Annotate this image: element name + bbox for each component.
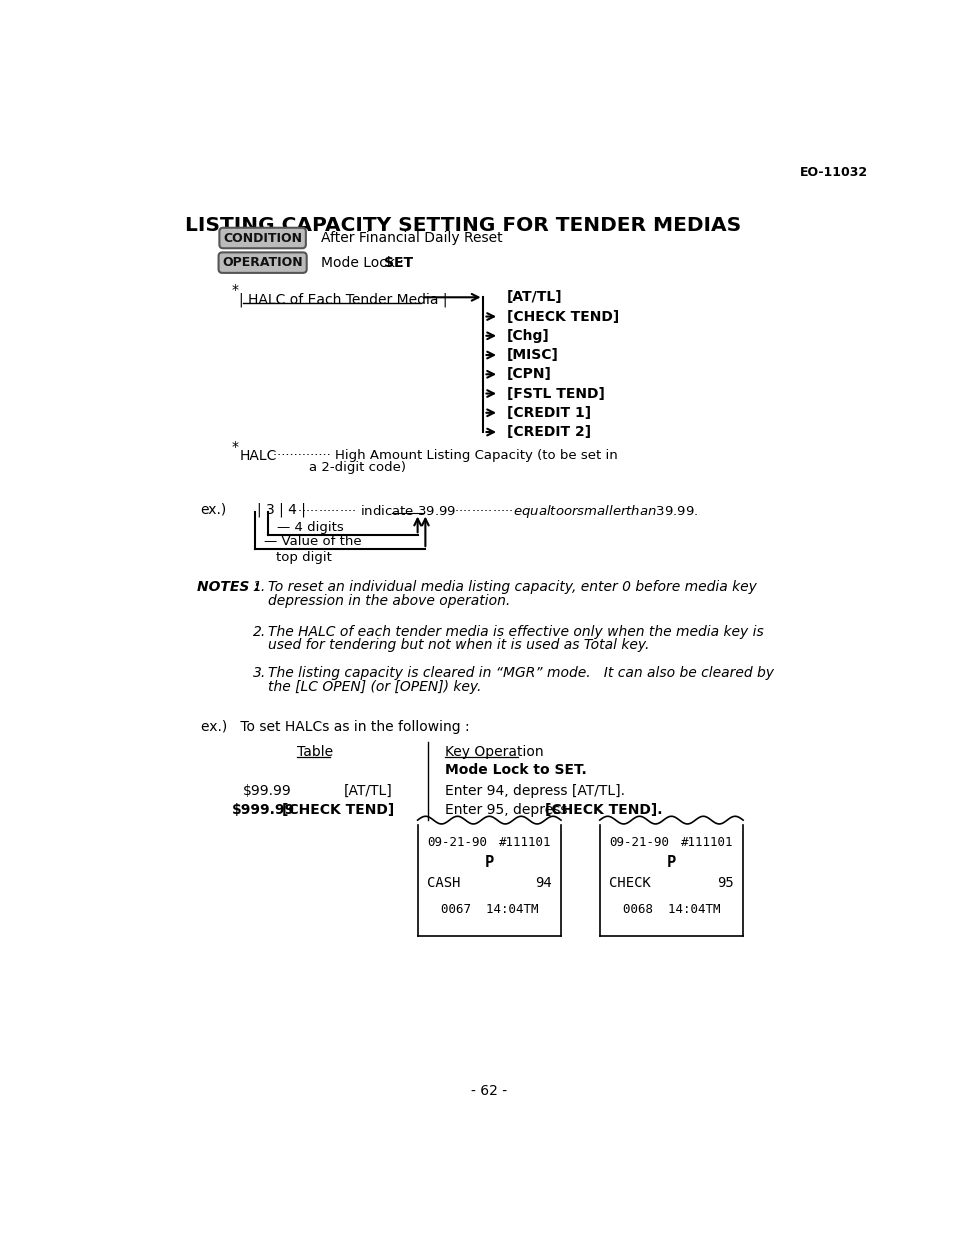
Text: the [LC OPEN] (or [OPEN]) key.: the [LC OPEN] (or [OPEN]) key. <box>268 680 481 694</box>
Text: 94: 94 <box>535 876 551 890</box>
Text: NOTES :: NOTES : <box>196 580 259 593</box>
Text: 0067  14:04TM: 0067 14:04TM <box>440 903 537 917</box>
Text: 2.: 2. <box>253 624 266 638</box>
Text: LISTING CAPACITY SETTING FOR TENDER MEDIAS: LISTING CAPACITY SETTING FOR TENDER MEDI… <box>185 216 740 234</box>
Text: 09-21-90: 09-21-90 <box>427 835 486 849</box>
Text: [CHECK TEND].: [CHECK TEND]. <box>545 803 662 818</box>
Text: *: * <box>232 440 238 453</box>
Text: depression in the above operation.: depression in the above operation. <box>268 593 510 608</box>
Text: CHECK: CHECK <box>608 876 650 890</box>
Text: Mode Lock :: Mode Lock : <box>320 255 408 270</box>
Text: CASH: CASH <box>427 876 460 890</box>
Text: P: P <box>484 855 494 870</box>
Text: ·············· High Amount Listing Capacity (to be set in: ·············· High Amount Listing Capac… <box>273 449 617 462</box>
Text: a 2-digit code): a 2-digit code) <box>309 461 406 475</box>
Text: #111101: #111101 <box>498 835 551 849</box>
Text: EO-11032: EO-11032 <box>799 166 867 178</box>
Text: — Value of the: — Value of the <box>264 534 361 548</box>
Text: *: * <box>232 284 238 297</box>
Text: Mode Lock to SET.: Mode Lock to SET. <box>444 763 586 777</box>
Text: The HALC of each tender media is effective only when the media key is: The HALC of each tender media is effecti… <box>268 624 763 638</box>
Text: HALC: HALC <box>239 449 276 463</box>
Text: top digit: top digit <box>275 550 332 564</box>
Text: After Financial Daily Reset: After Financial Daily Reset <box>320 230 502 245</box>
Text: ex.): ex.) <box>200 503 227 517</box>
Text: 0068  14:04TM: 0068 14:04TM <box>622 903 720 917</box>
Text: | 3 | 4 |: | 3 | 4 | <box>257 503 306 518</box>
Text: [CPN]: [CPN] <box>506 367 551 382</box>
Text: | HALC of Each Tender Media |: | HALC of Each Tender Media | <box>239 292 447 307</box>
Text: To reset an individual media listing capacity, enter 0 before media key: To reset an individual media listing cap… <box>268 580 756 593</box>
Text: $999.99: $999.99 <box>232 803 294 818</box>
Text: Key Operation: Key Operation <box>444 746 543 760</box>
Text: SET: SET <box>384 255 413 270</box>
Text: CONDITION: CONDITION <box>223 232 302 244</box>
Text: The listing capacity is cleared in “MGR” mode.   It can also be cleared by: The listing capacity is cleared in “MGR”… <box>268 667 773 680</box>
Text: 3.: 3. <box>253 667 266 680</box>
Text: ex.)   To set HALCs as in the following :: ex.) To set HALCs as in the following : <box>200 720 469 733</box>
Text: used for tendering but not when it is used as Total key.: used for tendering but not when it is us… <box>268 638 649 653</box>
Text: Table: Table <box>297 746 334 760</box>
Text: [Chg]: [Chg] <box>506 328 549 343</box>
Text: [AT/TL]: [AT/TL] <box>344 784 393 798</box>
Text: P: P <box>666 855 676 870</box>
Text: [FSTL TEND]: [FSTL TEND] <box>506 387 604 400</box>
Text: Enter 95, depress: Enter 95, depress <box>444 803 571 818</box>
Text: ·············· indicate $39.99  ·············· equal to or smaller than $39.99.: ·············· indicate $39.99 ·········… <box>297 503 699 520</box>
Text: [CHECK TEND]: [CHECK TEND] <box>506 310 618 323</box>
Text: $99.99: $99.99 <box>243 784 292 798</box>
Text: 1.: 1. <box>253 580 266 593</box>
Text: 09-21-90: 09-21-90 <box>608 835 668 849</box>
Text: [CREDIT 1]: [CREDIT 1] <box>506 406 590 420</box>
Text: — 4 digits: — 4 digits <box>277 520 344 534</box>
Text: [CREDIT 2]: [CREDIT 2] <box>506 425 590 439</box>
Text: [AT/TL]: [AT/TL] <box>506 290 561 305</box>
Text: [MISC]: [MISC] <box>506 348 558 362</box>
Text: OPERATION: OPERATION <box>222 256 303 269</box>
Text: Enter 94, depress [AT/TL].: Enter 94, depress [AT/TL]. <box>444 784 624 798</box>
Text: #111101: #111101 <box>680 835 733 849</box>
Text: [CHECK TEND]: [CHECK TEND] <box>282 803 394 818</box>
Text: - 62 -: - 62 - <box>471 1084 506 1098</box>
Text: 95: 95 <box>717 876 733 890</box>
